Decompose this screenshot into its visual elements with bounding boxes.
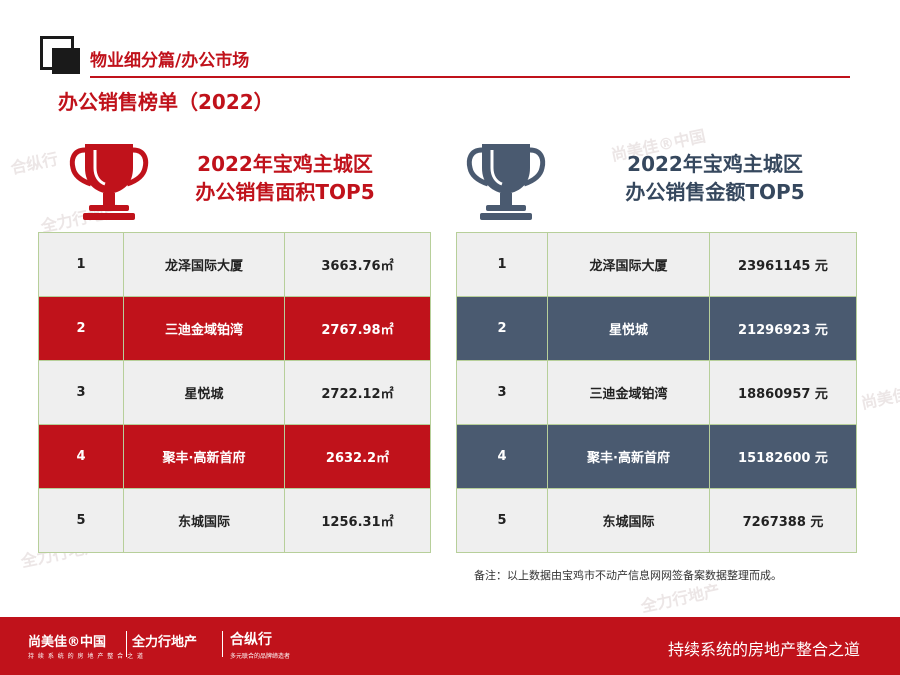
project-name-cell: 东城国际 <box>547 488 710 553</box>
value-cell: 3663.76㎡ <box>284 232 431 297</box>
rank-cell: 2 <box>456 296 548 361</box>
table-row: 1 龙泽国际大厦 23961145 元 <box>456 232 857 297</box>
table-row: 1 龙泽国际大厦 3663.76㎡ <box>38 232 431 297</box>
left-block-title: 2022年宝鸡主城区 办公销售面积TOP5 <box>160 150 410 206</box>
table-row: 5 东城国际 7267388 元 <box>456 488 857 553</box>
project-name-cell: 东城国际 <box>123 488 285 553</box>
value-cell: 18860957 元 <box>709 360 857 425</box>
area-ranking-table: 1 龙泽国际大厦 3663.76㎡ 2 三迪金域铂湾 2767.98㎡ 3 星悦… <box>38 232 431 553</box>
rank-cell: 4 <box>38 424 124 489</box>
table-row: 3 星悦城 2722.12㎡ <box>38 360 431 425</box>
footer-divider <box>126 631 127 657</box>
project-name-cell: 星悦城 <box>123 360 285 425</box>
footer-bar: 尚美佳®中国 全力行地产 持 续 系 统 的 房 地 产 整 合 之 道 合纵行… <box>0 617 900 675</box>
section-title: 物业细分篇/办公市场 <box>90 51 250 71</box>
value-cell: 2767.98㎡ <box>284 296 431 361</box>
left-title-line1: 2022年宝鸡主城区 <box>197 152 373 176</box>
logo-square-fill <box>52 48 80 74</box>
right-block-title: 2022年宝鸡主城区 办公销售金额TOP5 <box>590 150 840 206</box>
amount-ranking-table: 1 龙泽国际大厦 23961145 元 2 星悦城 21296923 元 3 三… <box>456 232 857 553</box>
project-name-cell: 龙泽国际大厦 <box>547 232 710 297</box>
project-name-cell: 龙泽国际大厦 <box>123 232 285 297</box>
value-cell: 1256.31㎡ <box>284 488 431 553</box>
value-cell: 21296923 元 <box>709 296 857 361</box>
rank-cell: 3 <box>38 360 124 425</box>
footer-brand-shangmeijia: 尚美佳®中国 <box>28 635 107 650</box>
project-name-cell: 聚丰·高新首府 <box>123 424 285 489</box>
trophy-icon <box>69 144 149 220</box>
footnote: 备注：以上数据由宝鸡市不动产信息网网签备案数据整理而成。 <box>474 569 782 582</box>
right-title-line2: 办公销售金额TOP5 <box>625 180 805 204</box>
footer-brand-quanlixing: 全力行地产 <box>132 635 198 650</box>
value-cell: 7267388 元 <box>709 488 857 553</box>
project-name-cell: 聚丰·高新首府 <box>547 424 710 489</box>
project-name-cell: 星悦城 <box>547 296 710 361</box>
watermark: 尚美佳®中国 <box>859 374 900 413</box>
table-row: 2 星悦城 21296923 元 <box>456 296 857 361</box>
rank-cell: 3 <box>456 360 548 425</box>
footer-slogan: 持续系统的房地产整合之道 <box>667 640 860 659</box>
watermark: 合纵行 <box>8 149 60 178</box>
header-divider <box>90 76 850 78</box>
left-title-line2: 办公销售面积TOP5 <box>195 180 375 204</box>
right-title-line1: 2022年宝鸡主城区 <box>627 152 803 176</box>
value-cell: 15182600 元 <box>709 424 857 489</box>
project-name-cell: 三迪金域铂湾 <box>547 360 710 425</box>
project-name-cell: 三迪金域铂湾 <box>123 296 285 361</box>
value-cell: 2632.2㎡ <box>284 424 431 489</box>
trophy-icon <box>466 144 546 220</box>
footer-divider <box>222 631 223 657</box>
rank-cell: 5 <box>456 488 548 553</box>
table-row: 4 聚丰·高新首府 2632.2㎡ <box>38 424 431 489</box>
rank-cell: 5 <box>38 488 124 553</box>
table-row: 3 三迪金域铂湾 18860957 元 <box>456 360 857 425</box>
table-row: 5 东城国际 1256.31㎡ <box>38 488 431 553</box>
rank-cell: 4 <box>456 424 548 489</box>
page-title: 办公销售榜单（2022） <box>58 90 274 114</box>
footer-hezongxing-tagline: 多元联合的品牌缔造者 <box>230 653 291 660</box>
footer-brand-tagline: 持 续 系 统 的 房 地 产 整 合 之 道 <box>28 653 144 660</box>
rank-cell: 1 <box>456 232 548 297</box>
value-cell: 2722.12㎡ <box>284 360 431 425</box>
table-row: 4 聚丰·高新首府 15182600 元 <box>456 424 857 489</box>
rank-cell: 1 <box>38 232 124 297</box>
rank-cell: 2 <box>38 296 124 361</box>
value-cell: 23961145 元 <box>709 232 857 297</box>
table-row: 2 三迪金域铂湾 2767.98㎡ <box>38 296 431 361</box>
footer-brand-hezongxing: 合纵行 <box>230 632 272 648</box>
